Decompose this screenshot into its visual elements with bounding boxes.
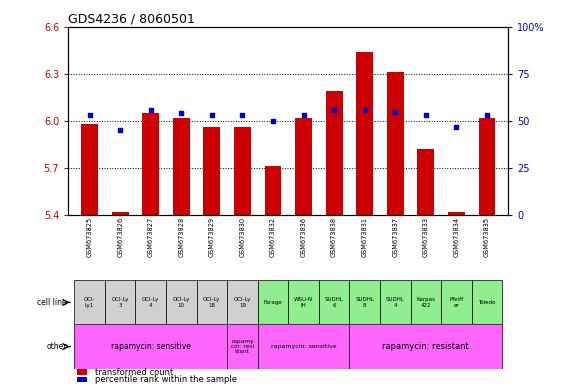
Text: OCI-Ly
18: OCI-Ly 18 xyxy=(203,297,220,308)
Bar xyxy=(105,280,135,324)
Bar xyxy=(203,127,220,215)
Text: GSM673831: GSM673831 xyxy=(362,217,367,257)
Bar xyxy=(349,280,380,324)
Bar xyxy=(417,149,434,215)
Text: SUDHL
4: SUDHL 4 xyxy=(386,297,404,308)
Bar xyxy=(227,280,258,324)
Text: GSM673833: GSM673833 xyxy=(423,217,429,257)
Text: OCI-
Ly1: OCI- Ly1 xyxy=(83,297,95,308)
Text: OCI-Ly
3: OCI-Ly 3 xyxy=(111,297,129,308)
Text: percentile rank within the sample: percentile rank within the sample xyxy=(94,375,237,384)
Point xyxy=(421,112,431,118)
Bar xyxy=(349,324,502,369)
Text: GDS4236 / 8060501: GDS4236 / 8060501 xyxy=(68,13,195,26)
Text: GSM673837: GSM673837 xyxy=(392,217,398,257)
Point xyxy=(207,112,216,118)
Text: GSM673832: GSM673832 xyxy=(270,217,276,257)
Point xyxy=(299,112,308,118)
Text: transformed count: transformed count xyxy=(94,367,173,377)
Point xyxy=(177,110,186,116)
Point xyxy=(269,118,278,124)
Bar xyxy=(356,52,373,215)
Text: GSM673828: GSM673828 xyxy=(178,217,184,257)
Bar xyxy=(166,280,197,324)
Bar xyxy=(135,280,166,324)
Bar xyxy=(295,118,312,215)
Bar xyxy=(258,280,289,324)
Text: GSM673826: GSM673826 xyxy=(117,217,123,257)
Text: GSM673827: GSM673827 xyxy=(148,217,154,257)
Text: Pfeiff
er: Pfeiff er xyxy=(449,297,463,308)
Text: rapamy
cin: resi
stant: rapamy cin: resi stant xyxy=(231,339,254,354)
Bar xyxy=(387,72,404,215)
Text: rapamycin: sensitive: rapamycin: sensitive xyxy=(271,344,336,349)
Bar xyxy=(471,280,502,324)
Point xyxy=(482,112,491,118)
Text: GSM673825: GSM673825 xyxy=(86,217,93,257)
Bar xyxy=(74,280,105,324)
Point xyxy=(85,112,94,118)
Text: cell line: cell line xyxy=(37,298,66,307)
Bar xyxy=(197,280,227,324)
Point xyxy=(146,107,155,113)
Bar xyxy=(325,91,343,215)
Text: other: other xyxy=(46,342,66,351)
Text: GSM673829: GSM673829 xyxy=(209,217,215,257)
Bar xyxy=(411,280,441,324)
Bar xyxy=(227,324,258,369)
Bar xyxy=(265,166,281,215)
Bar xyxy=(258,324,349,369)
Bar xyxy=(143,113,159,215)
Bar xyxy=(380,280,411,324)
Bar xyxy=(81,124,98,215)
Bar xyxy=(319,280,349,324)
Bar xyxy=(77,369,87,375)
Bar xyxy=(234,127,251,215)
Text: Karpas
422: Karpas 422 xyxy=(416,297,435,308)
Text: Toledo: Toledo xyxy=(478,300,496,305)
Point xyxy=(115,127,124,134)
Text: GSM673834: GSM673834 xyxy=(453,217,460,257)
Point xyxy=(452,124,461,130)
Bar xyxy=(479,118,495,215)
Text: GSM673835: GSM673835 xyxy=(484,217,490,257)
Bar xyxy=(77,377,87,382)
Text: rapamycin: resistant: rapamycin: resistant xyxy=(382,342,469,351)
Point xyxy=(391,109,400,115)
Text: GSM673836: GSM673836 xyxy=(300,217,307,257)
Text: GSM673838: GSM673838 xyxy=(331,217,337,257)
Bar xyxy=(112,212,128,215)
Text: Farage: Farage xyxy=(264,300,282,305)
Bar xyxy=(173,118,190,215)
Bar xyxy=(448,212,465,215)
Text: WSU-N
IH: WSU-N IH xyxy=(294,297,313,308)
Text: GSM673830: GSM673830 xyxy=(239,217,245,257)
Text: SUDHL
8: SUDHL 8 xyxy=(355,297,374,308)
Text: OCI-Ly
10: OCI-Ly 10 xyxy=(173,297,190,308)
Bar xyxy=(441,280,471,324)
Text: OCI-Ly
4: OCI-Ly 4 xyxy=(142,297,160,308)
Point xyxy=(238,112,247,118)
Text: SUDHL
6: SUDHL 6 xyxy=(325,297,344,308)
Text: OCI-Ly
19: OCI-Ly 19 xyxy=(233,297,251,308)
Bar xyxy=(288,280,319,324)
Bar xyxy=(74,324,227,369)
Text: rapamycin: sensitive: rapamycin: sensitive xyxy=(111,342,191,351)
Point xyxy=(329,107,339,113)
Point xyxy=(360,107,369,113)
